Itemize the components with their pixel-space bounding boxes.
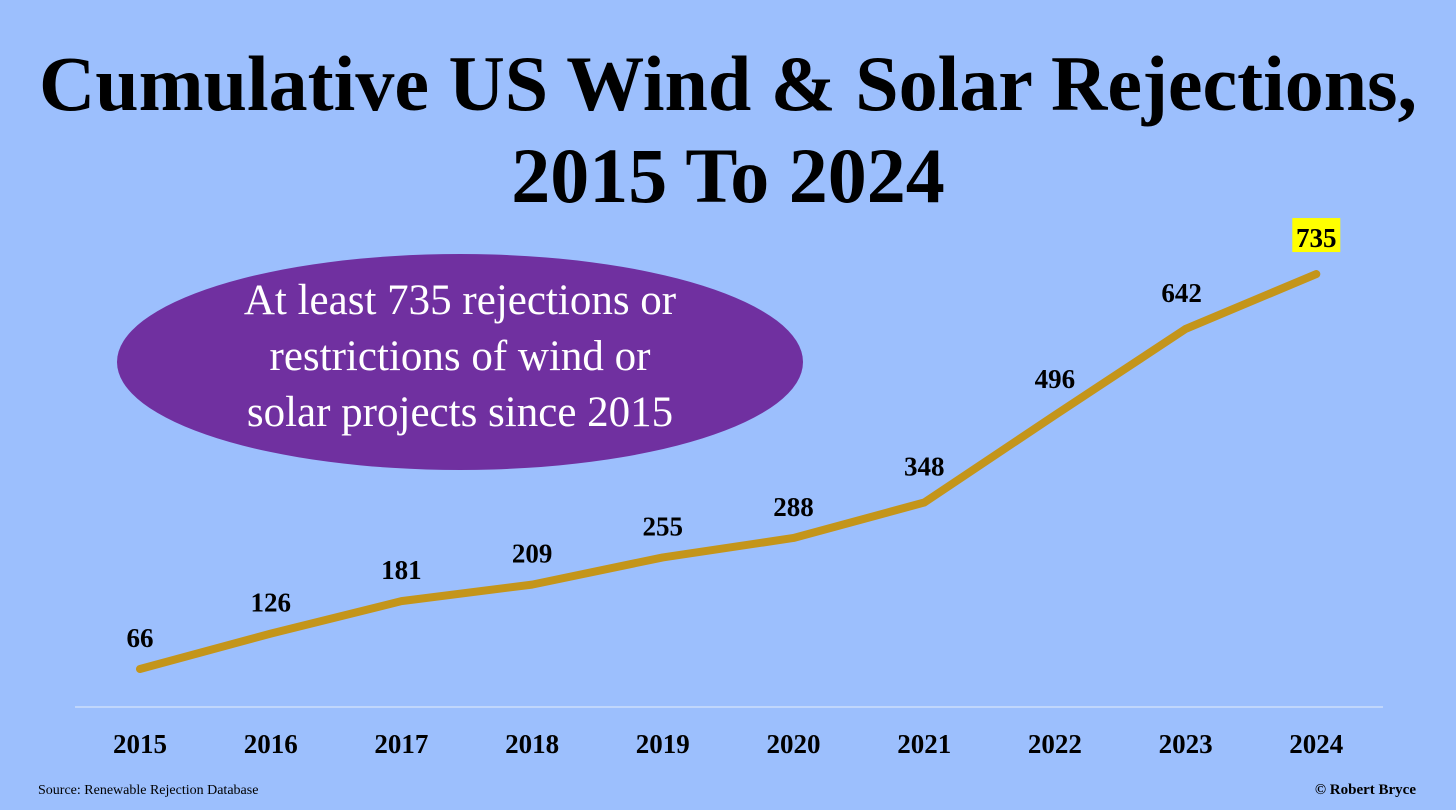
data-label: 126 (250, 588, 291, 618)
chart-title: Cumulative US Wind & Solar Rejections, 2… (0, 38, 1456, 222)
title-text: Cumulative US Wind & Solar Rejections, 2… (38, 40, 1418, 219)
data-label: 288 (773, 492, 814, 522)
source-note: Source: Renewable Rejection Database (38, 783, 259, 798)
annotation-text-line: solar projects since 2015 (247, 389, 673, 436)
x-tick-label: 2021 (897, 729, 951, 759)
x-tick-label: 2016 (244, 729, 298, 759)
x-tick-label: 2018 (505, 729, 559, 759)
x-tick-label: 2024 (1289, 729, 1343, 759)
data-label: 496 (1035, 364, 1076, 394)
annotation-ellipse (117, 254, 803, 470)
data-label: 348 (904, 452, 945, 482)
series-line (136, 270, 1321, 674)
data-label: 255 (643, 511, 684, 541)
data-label: 66 (127, 623, 154, 653)
copyright-credit: © Robert Bryce (1314, 782, 1416, 798)
annotation-text-line: At least 735 rejections or (244, 277, 676, 324)
annotation-text-line: restrictions of wind or (270, 333, 651, 380)
x-tick-label: 2020 (767, 729, 821, 759)
x-tick-label: 2017 (374, 729, 428, 759)
x-tick-label: 2022 (1028, 729, 1082, 759)
x-tick-label: 2023 (1159, 729, 1213, 759)
highlight-box (1292, 218, 1341, 253)
x-tick-label: 2015 (113, 729, 167, 759)
x-tick-label: 2019 (636, 729, 690, 759)
data-label: 642 (1161, 278, 1202, 308)
data-label: 181 (381, 555, 422, 585)
data-label: 209 (512, 539, 553, 569)
data-label: 735 (1296, 223, 1337, 253)
